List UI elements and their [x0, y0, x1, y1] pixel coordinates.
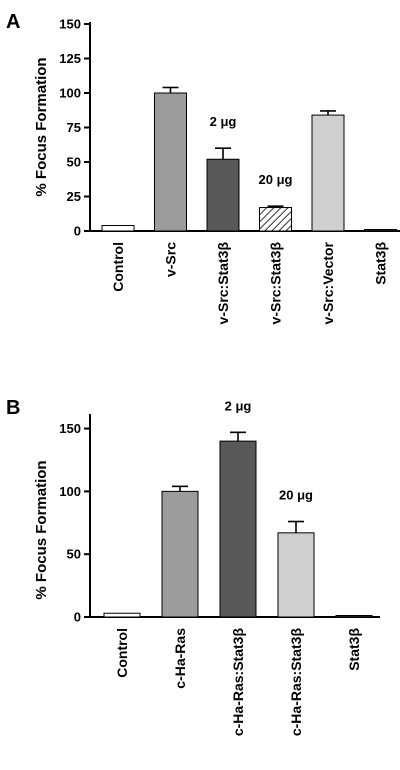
- panel-b-category-labels: Control c-Ha-Ras c-Ha-Ras:Stat3β c-Ha-Ras:S…: [114, 628, 362, 737]
- panel-a-y-tick-label: 25: [67, 189, 81, 204]
- panel-a-category-label: v-Src:Stat3β: [268, 242, 284, 325]
- panel-a-bar: [364, 229, 397, 232]
- panel-b-y-tick-label: 0: [74, 610, 81, 625]
- panel-a-label: A: [6, 11, 20, 33]
- panel-b-bar: [277, 532, 315, 618]
- panel-a-dose-annotation: 20 μg: [259, 172, 293, 187]
- panel-a-category-label: v-Src:Stat3β: [215, 242, 231, 325]
- panel-a-category-label: Control: [110, 242, 126, 292]
- panel-a-y-tick-label: 50: [67, 155, 81, 170]
- panel-a-bars: [101, 92, 397, 232]
- panel-a-category-label: v-Src: [163, 242, 179, 277]
- panel-b-annotations: 2 μg 20 μg: [225, 398, 313, 502]
- panel-a-bar: [259, 207, 292, 232]
- panel-a-y-axis-label: % Focus Formation: [33, 57, 50, 196]
- panel-b-category-label: c-Ha-Ras:Stat3β: [288, 628, 304, 737]
- panel-b-category-label: c-Ha-Ras: [172, 628, 188, 689]
- panel-a-bar: [154, 92, 187, 232]
- panel-a: A % Focus Formation 0 25 50 75 100 125 150 2 μ…: [6, 11, 400, 324]
- panel-b-category-label: Stat3β: [346, 628, 362, 671]
- panel-a-y-tick-label: 125: [59, 51, 81, 66]
- panel-a-bar: [101, 224, 135, 232]
- panel-b-dose-annotation: 2 μg: [225, 398, 252, 413]
- panel-a-error-bars: [162, 86, 336, 208]
- panel-a-category-label: v-Src:Vector: [320, 241, 336, 324]
- panel-a-y-tick-label: 0: [74, 224, 81, 239]
- panel-a-axes: [89, 22, 400, 232]
- panel-b-category-label: c-Ha-Ras:Stat3β: [230, 628, 246, 737]
- panel-a-y-ticks: 0 25 50 75 100 125 150: [59, 17, 90, 239]
- panel-a-bar: [206, 158, 240, 232]
- panel-b-y-tick-label: 150: [59, 421, 81, 436]
- panel-a-y-tick-label: 150: [59, 17, 81, 32]
- panel-a-y-tick-label: 75: [67, 120, 81, 135]
- panel-b-category-label: Control: [114, 628, 130, 678]
- panel-a-annotations: 2 μg 20 μg: [210, 114, 293, 187]
- panel-b-label: B: [6, 397, 20, 419]
- panel-b-bar: [335, 615, 373, 618]
- panel-b-dose-annotation: 20 μg: [279, 488, 313, 503]
- panel-b-y-ticks: 0 50 100 150: [59, 421, 90, 625]
- panel-a-category-label: Stat3β: [373, 242, 389, 285]
- panel-b-bars: [103, 440, 373, 618]
- panel-a-category-labels: Control v-Src v-Src:Stat3β v-Src:Stat3β v-Sr…: [110, 241, 389, 324]
- panel-a-dose-annotation: 2 μg: [210, 114, 237, 129]
- panel-b-bar: [219, 440, 257, 618]
- panel-b-bar: [161, 490, 199, 618]
- panel-a-y-tick-label: 100: [59, 86, 81, 101]
- panel-b-y-tick-label: 100: [59, 484, 81, 499]
- panel-a-bar: [311, 114, 345, 232]
- panel-b-y-axis-label: % Focus Formation: [33, 460, 50, 599]
- panel-b-y-tick-label: 50: [67, 547, 81, 562]
- panel-b-error-bars: [172, 431, 304, 533]
- panel-b-bar: [103, 612, 141, 618]
